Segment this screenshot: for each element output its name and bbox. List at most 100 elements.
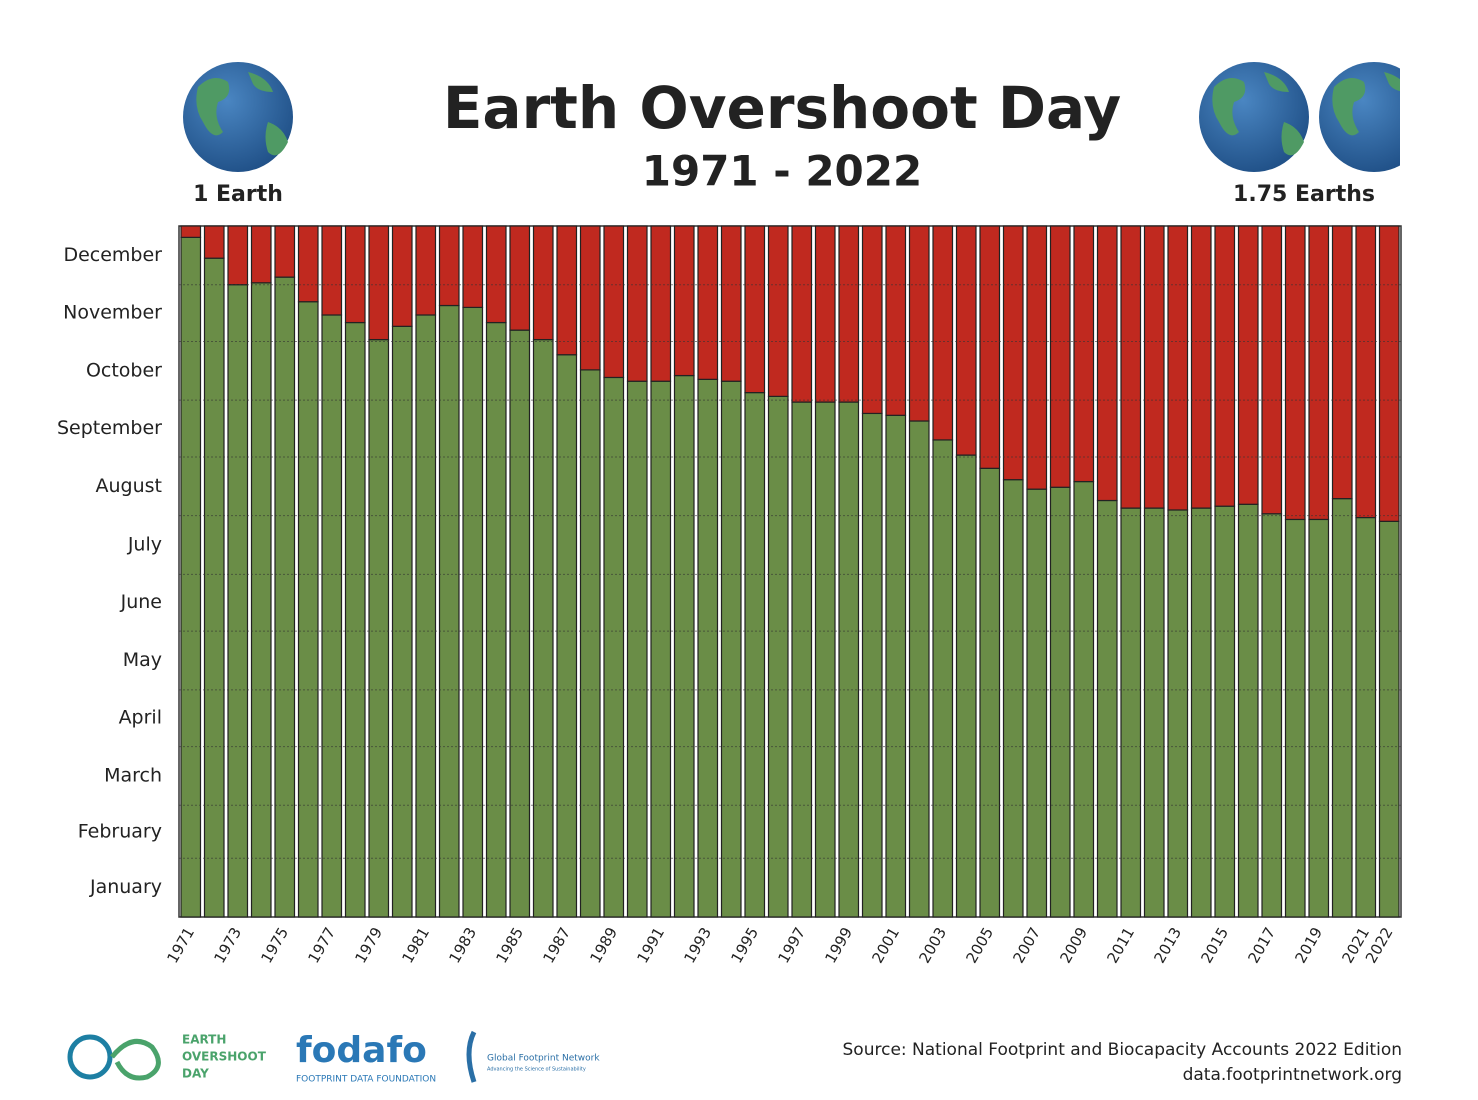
bar-segment <box>1284 518 1306 918</box>
y-tick-label: April <box>119 707 162 729</box>
bar-segment <box>532 338 554 918</box>
logo-text: Global Footprint Network <box>487 1054 600 1064</box>
bar-segment <box>1190 225 1212 509</box>
bar-segment <box>297 225 319 303</box>
source: Source: National Footprint and Biocapaci… <box>843 1040 1402 1060</box>
bar-segment <box>1002 225 1024 481</box>
bar-segment <box>885 225 907 416</box>
bar-segment <box>1049 225 1071 488</box>
bar-segment <box>720 225 742 382</box>
bar-segment <box>979 225 1001 469</box>
x-tick-label: 1981 <box>398 924 433 966</box>
bar-segment <box>791 225 813 403</box>
bar-segment <box>979 467 1001 918</box>
bar-segment <box>838 401 860 918</box>
bar-segment <box>1355 516 1377 918</box>
logo-text: FOOTPRINT DATA FOUNDATION <box>296 1075 436 1085</box>
bar-segment <box>485 321 507 918</box>
bar-segment <box>556 354 578 918</box>
bar-segment <box>1214 505 1236 918</box>
y-tick-label: August <box>96 475 163 497</box>
y-tick-label: January <box>89 876 162 898</box>
bar-segment <box>509 329 531 918</box>
bar-segment <box>1331 498 1353 918</box>
annotation: 1.75 Earths <box>1233 182 1375 207</box>
bar-segment <box>1120 225 1142 509</box>
chart-subtitle: 1971 - 2022 <box>642 147 922 196</box>
bar-segment <box>462 306 484 918</box>
x-tick-label: 1987 <box>539 924 574 966</box>
bar-segment <box>1355 225 1377 519</box>
bar-segment <box>1143 225 1165 509</box>
bar-segment <box>532 225 554 341</box>
bar-segment <box>838 225 860 403</box>
logo-text: EARTH <box>182 1033 226 1047</box>
bar-segment <box>861 412 883 918</box>
x-tick-label: 1999 <box>821 924 856 966</box>
bar-segment <box>1073 225 1095 483</box>
bar-segment <box>1308 225 1330 521</box>
bar-segment <box>438 304 460 918</box>
x-tick-label: 2019 <box>1291 924 1326 966</box>
x-tick-label: 1977 <box>304 924 339 966</box>
bar-segment <box>1167 509 1189 918</box>
logo-text: OVERSHOOT <box>182 1050 267 1064</box>
bar-segment <box>767 225 789 397</box>
x-tick-label: 1971 <box>163 924 198 966</box>
bar-segment <box>1214 225 1236 507</box>
bar-segment <box>391 225 413 327</box>
bar-segment <box>603 225 625 379</box>
globe <box>183 62 293 172</box>
bar-segment <box>908 420 930 918</box>
bar-segment <box>626 380 648 918</box>
bar-segment <box>1002 479 1024 918</box>
y-tick-label: December <box>63 244 162 266</box>
bar-segment <box>180 236 202 918</box>
bar-segment <box>1026 488 1048 918</box>
x-tick-label: 1997 <box>774 924 809 966</box>
bar-segment <box>203 257 225 918</box>
y-tick-label: June <box>120 591 162 613</box>
bar-segment <box>1096 499 1118 918</box>
x-tick-label: 1995 <box>727 924 762 966</box>
x-tick-label: 1989 <box>586 924 621 966</box>
bar-segment <box>274 276 296 918</box>
bar-segment <box>1378 520 1400 918</box>
x-tick-label: 1973 <box>210 924 245 966</box>
bar-segment <box>368 338 390 918</box>
x-tick-label: 1975 <box>257 924 292 966</box>
bar-segment <box>462 225 484 309</box>
bar-segment <box>908 225 930 422</box>
y-tick-label: March <box>104 764 162 786</box>
logo-text: Advancing the Science of Sustainability <box>487 1067 586 1073</box>
bar-segment <box>1237 225 1259 505</box>
bar-segment <box>697 225 719 380</box>
logo-text: fodafo <box>296 1030 427 1071</box>
bar-segment <box>861 225 883 415</box>
y-tick-label: July <box>127 533 162 555</box>
bar-segment <box>955 454 977 918</box>
bar-segment <box>274 225 296 278</box>
bar-segment <box>556 225 578 356</box>
logo-eod: EARTH OVERSHOOT DAY <box>67 1033 267 1081</box>
bar-segment <box>321 225 343 316</box>
bar-segment <box>344 321 366 918</box>
x-tick-label: 1993 <box>680 924 715 966</box>
bar-segment <box>1284 225 1306 521</box>
source: data.footprintnetwork.org <box>1183 1065 1402 1085</box>
x-tick-label: 1983 <box>445 924 480 966</box>
bar-segment <box>391 325 413 918</box>
bar-segment <box>1331 225 1353 500</box>
bar-segment <box>1190 507 1212 918</box>
bar-segment <box>650 380 672 918</box>
x-tick-label: 2009 <box>1056 924 1091 966</box>
bar-segment <box>485 225 507 324</box>
bar-segment <box>1167 225 1189 511</box>
y-tick-label: February <box>78 820 162 842</box>
bar-segment <box>744 391 766 918</box>
bar-segment <box>767 395 789 918</box>
bar-segment <box>415 314 437 918</box>
bar-segment <box>250 282 272 918</box>
annotation: 1 Earth <box>193 182 283 207</box>
